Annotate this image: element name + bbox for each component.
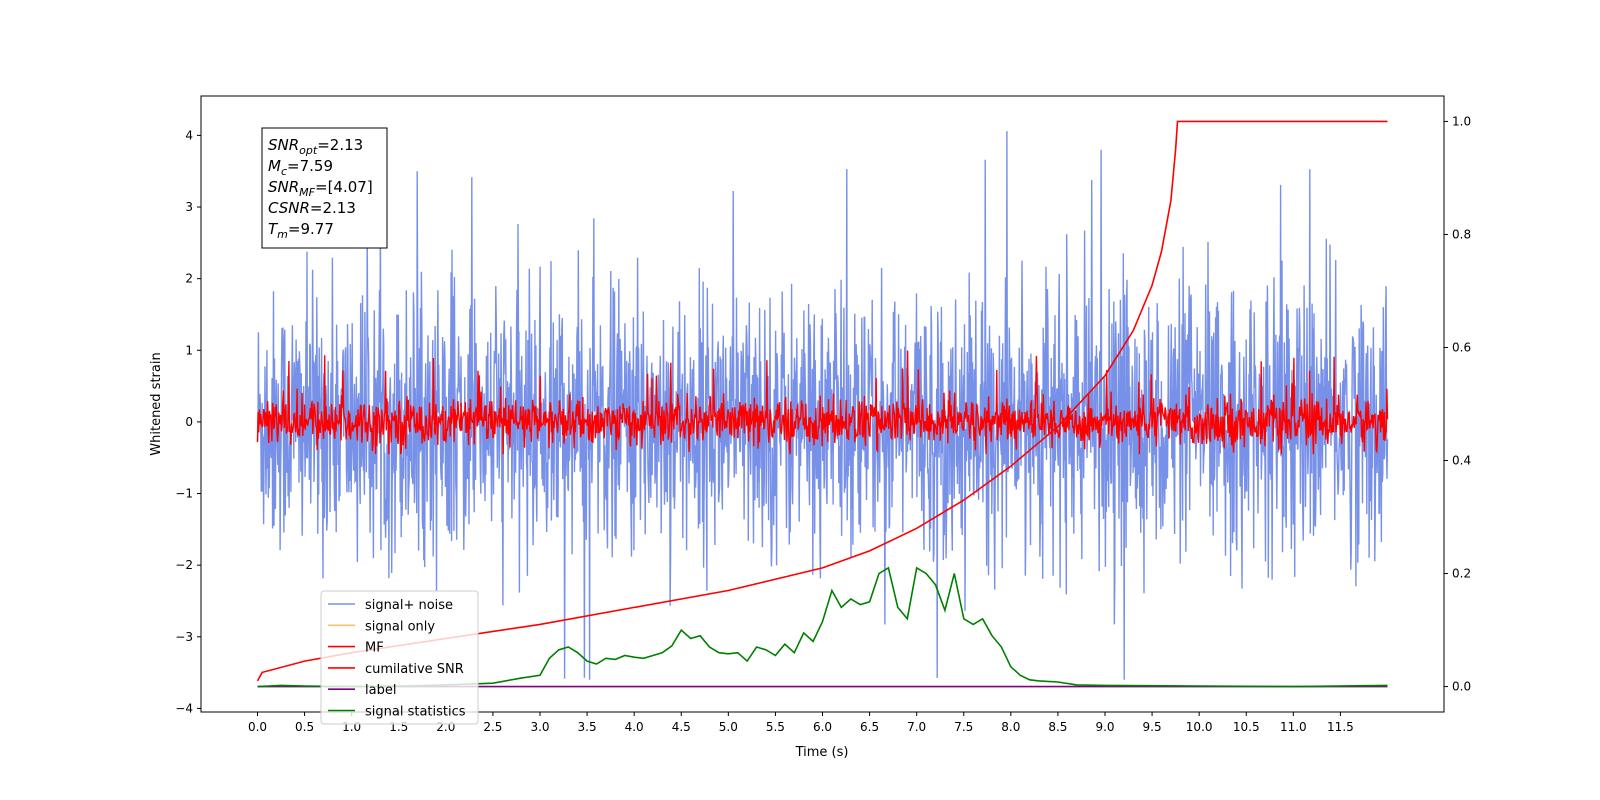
info-value: =[4.07] <box>315 178 373 196</box>
series-signal-statistics <box>257 566 1388 688</box>
y-tick-label-left: 0 <box>185 415 193 429</box>
legend: signal+ noise signal only MF cumilative SNR… <box>320 590 479 725</box>
legend-frame <box>320 590 479 725</box>
x-tick-label: 8.5 <box>1048 720 1067 734</box>
y-tick-label-right: 0.4 <box>1452 454 1471 468</box>
y-tick-label-left: 1 <box>185 343 193 357</box>
x-tick-label: 0.5 <box>295 720 314 734</box>
y-tick-label-right: 1.0 <box>1452 114 1471 128</box>
legend-label: signal statistics <box>365 705 466 720</box>
x-tick-label: 6.5 <box>860 720 879 734</box>
x-tick-label: 10.5 <box>1233 720 1260 734</box>
legend-label: signal only <box>365 619 435 634</box>
info-symbol: CSNR <box>268 199 310 217</box>
info-line: SNRopt=2.13 <box>268 136 363 157</box>
x-tick-label: 2.5 <box>483 720 502 734</box>
legend-label: cumilative SNR <box>365 662 464 677</box>
x-tick-label: 6.0 <box>813 720 832 734</box>
info-box: SNRopt=2.13Mc=7.59SNRMF=[4.07]CSNR=2.13T… <box>261 127 388 249</box>
x-tick-label: 5.0 <box>719 720 738 734</box>
y-axis-left: −4 −3 −2 −1 0 1 2 3 4 <box>175 128 201 715</box>
y-tick-label-right: 0.8 <box>1452 227 1471 241</box>
x-tick-label: 3.5 <box>578 720 597 734</box>
info-value: =2.13 <box>310 199 356 217</box>
legend-label: label <box>365 683 396 698</box>
x-axis-label: Time (s) <box>795 745 849 760</box>
series-mf <box>256 350 1389 455</box>
y-tick-label-left: −2 <box>175 558 193 572</box>
x-tick-label: 4.0 <box>625 720 644 734</box>
y-tick-label-right: 0.2 <box>1452 567 1471 581</box>
info-value: =2.13 <box>317 136 363 154</box>
y-tick-label-left: 4 <box>185 128 193 142</box>
x-tick-label: 0.0 <box>248 720 267 734</box>
y-tick-label-left: −3 <box>175 630 193 644</box>
y-tick-label-left: −1 <box>175 487 193 501</box>
y-axis-right: 0.0 0.2 0.4 0.6 0.8 1.0 <box>1444 114 1471 694</box>
x-tick-label: 10.0 <box>1186 720 1213 734</box>
y-tick-label-left: 2 <box>185 272 193 286</box>
y-tick-label-right: 0.0 <box>1452 680 1471 694</box>
x-tick-label: 7.5 <box>954 720 973 734</box>
x-tick-label: 4.5 <box>672 720 691 734</box>
y-tick-label-right: 0.6 <box>1452 340 1471 354</box>
legend-label: signal+ noise <box>365 598 453 613</box>
info-line: Mc=7.59 <box>268 157 333 178</box>
info-subscript: c <box>281 165 287 178</box>
x-tick-label: 9.5 <box>1143 720 1162 734</box>
x-tick-label: 3.0 <box>530 720 549 734</box>
y-axis-label: Whitened strain <box>149 352 164 455</box>
legend-label: MF <box>365 641 384 656</box>
x-tick-label: 7.0 <box>907 720 926 734</box>
info-value: =7.59 <box>287 157 333 175</box>
info-subscript: opt <box>299 144 318 157</box>
x-tick-label: 11.5 <box>1327 720 1354 734</box>
info-subscript: MF <box>299 186 315 199</box>
info-symbol: M <box>268 157 281 175</box>
info-value: =9.77 <box>288 220 334 238</box>
x-tick-label: 5.5 <box>766 720 785 734</box>
y-tick-label-left: −4 <box>175 701 193 715</box>
info-symbol: T <box>268 220 279 238</box>
info-box-frame <box>261 127 388 249</box>
info-line: SNRMF=[4.07] <box>268 178 373 199</box>
info-subscript: m <box>277 228 288 241</box>
x-tick-label: 11.0 <box>1280 720 1307 734</box>
info-symbol: SNR <box>268 178 299 196</box>
x-tick-label: 8.0 <box>1001 720 1020 734</box>
y-tick-label-left: 3 <box>185 200 193 214</box>
x-tick-label: 9.0 <box>1095 720 1114 734</box>
info-line: CSNR=2.13 <box>268 199 356 217</box>
info-line: Tm=9.77 <box>268 220 334 241</box>
info-symbol: SNR <box>268 136 299 154</box>
